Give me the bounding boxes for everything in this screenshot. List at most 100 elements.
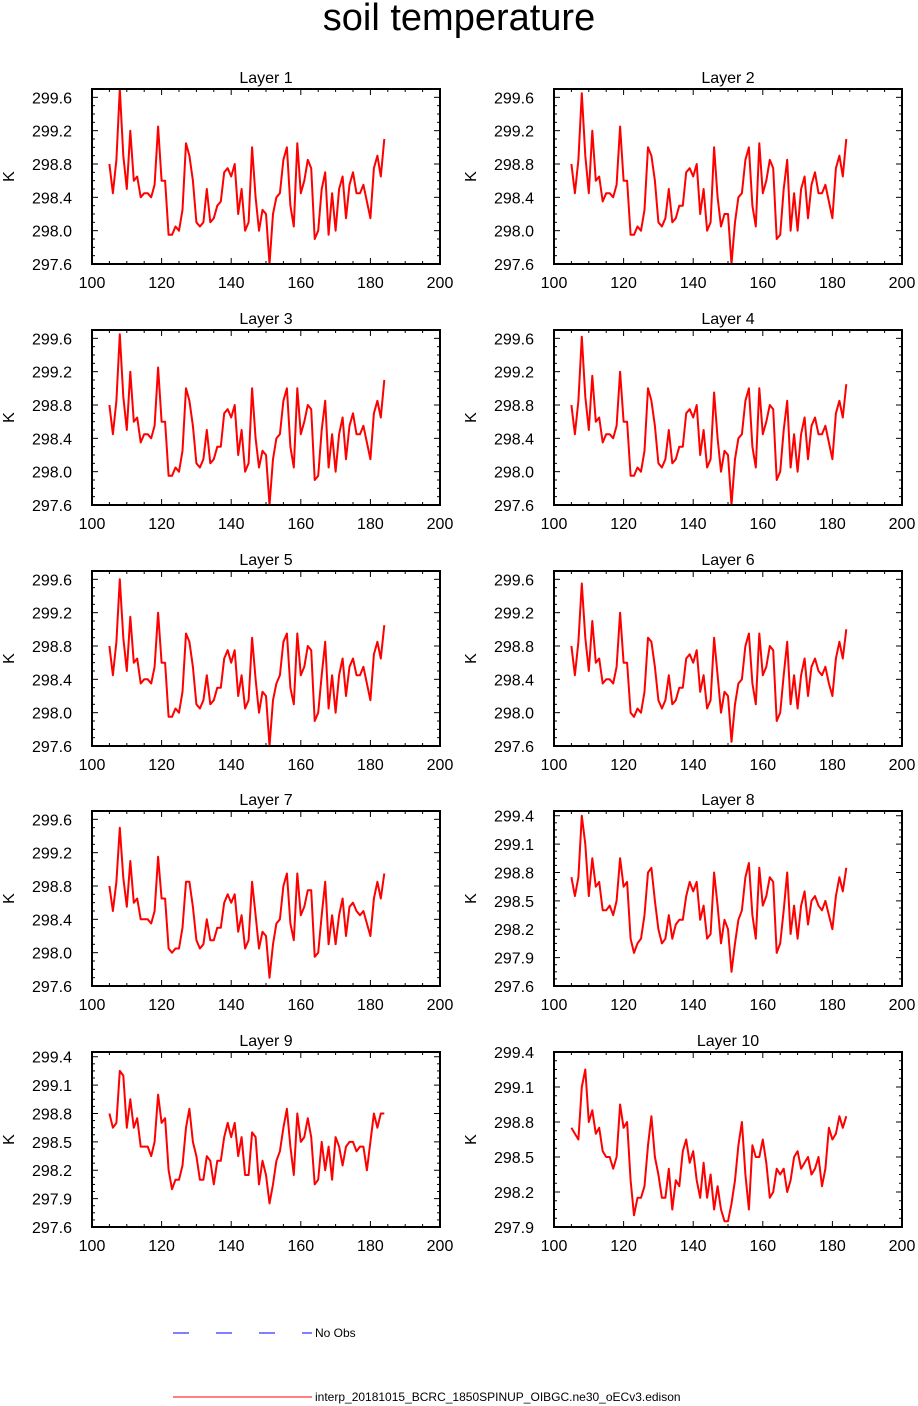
x-tick-label: 100 xyxy=(79,757,106,774)
y-tick-label: 298.4 xyxy=(32,912,72,929)
y-tick-label: 297.9 xyxy=(32,1192,72,1209)
x-tick-label: 120 xyxy=(148,997,175,1014)
x-tick-label: 200 xyxy=(889,275,916,292)
y-axis-label: K xyxy=(1,653,18,664)
series-line xyxy=(108,1069,385,1205)
x-tick-label: 120 xyxy=(610,516,637,533)
y-tick-label: 298.4 xyxy=(32,190,72,207)
y-tick-label: 298.4 xyxy=(494,190,534,207)
y-tick-label: 297.6 xyxy=(32,257,72,274)
chart-panel-2: Layer 2 K 100 120 140 160 180 200 297.6 298.0 298.… xyxy=(463,70,915,292)
y-tick-label: 298.4 xyxy=(32,431,72,448)
figure-title: soil temperature xyxy=(323,0,595,39)
y-tick-label: 298.2 xyxy=(32,1163,72,1180)
plot-frame xyxy=(91,810,441,987)
legend-model-label: interp_20181015_BCRC_1850SPINUP_OIBGC.ne… xyxy=(315,1390,681,1404)
y-tick-label: 299.4 xyxy=(494,809,534,826)
y-tick-label: 298.8 xyxy=(32,1106,72,1123)
x-tick-label: 100 xyxy=(541,275,568,292)
chart-panel-1: Layer 1 K 100 120 140 160 180 200 297.6 298.0 298.… xyxy=(1,70,453,292)
plot-frame xyxy=(91,88,441,265)
chart-panel-6: Layer 6 K 100 120 140 160 180 200 297.6 298.0 298.… xyxy=(463,552,915,774)
x-tick-label: 120 xyxy=(610,757,637,774)
x-tick-label: 100 xyxy=(541,516,568,533)
legend-obs-label: No Obs xyxy=(315,1326,356,1340)
y-axis-label: K xyxy=(1,412,18,423)
plot-frame xyxy=(553,88,903,265)
x-tick-label: 200 xyxy=(427,997,454,1014)
y-tick-label: 299.1 xyxy=(32,1078,72,1095)
x-tick-label: 140 xyxy=(680,275,707,292)
x-tick-label: 180 xyxy=(357,275,384,292)
y-tick-label: 299.2 xyxy=(494,606,534,623)
y-tick-label: 298.8 xyxy=(494,398,534,415)
y-tick-label: 297.6 xyxy=(494,739,534,756)
y-tick-label: 297.6 xyxy=(494,498,534,515)
y-tick-label: 299.6 xyxy=(32,572,72,589)
y-tick-label: 298.8 xyxy=(494,1115,534,1132)
chart-panel-8: Layer 8 K 100 120 140 160 180 200 297.6 297.9 298.… xyxy=(463,792,915,1014)
x-tick-label: 100 xyxy=(79,275,106,292)
x-tick-label: 100 xyxy=(541,997,568,1014)
x-tick-label: 160 xyxy=(749,757,776,774)
series-line xyxy=(570,335,848,506)
panel-title: Layer 5 xyxy=(239,552,292,569)
chart-panel-5: Layer 5 K 100 120 140 160 180 200 297.6 298.0 298.… xyxy=(1,552,453,774)
y-tick-label: 298.0 xyxy=(494,706,534,723)
series-line xyxy=(570,814,848,973)
x-tick-label: 200 xyxy=(427,1238,454,1255)
x-tick-label: 180 xyxy=(357,1238,384,1255)
y-tick-label: 297.6 xyxy=(32,498,72,515)
x-tick-label: 200 xyxy=(427,275,454,292)
x-tick-label: 180 xyxy=(819,275,846,292)
x-tick-label: 140 xyxy=(218,1238,245,1255)
series-line xyxy=(108,333,386,506)
x-tick-label: 140 xyxy=(680,997,707,1014)
x-tick-label: 180 xyxy=(819,757,846,774)
chart-panel-7: Layer 7 K 100 120 140 160 180 200 297.6 298.0 298.… xyxy=(1,792,453,1014)
x-tick-label: 200 xyxy=(889,516,916,533)
x-tick-label: 100 xyxy=(79,997,106,1014)
x-tick-label: 140 xyxy=(218,757,245,774)
y-axis-label: K xyxy=(463,893,480,904)
y-axis-label: K xyxy=(463,1134,480,1145)
y-tick-label: 299.2 xyxy=(32,124,72,141)
y-tick-label: 298.0 xyxy=(494,224,534,241)
x-tick-label: 200 xyxy=(427,757,454,774)
panel-title: Layer 9 xyxy=(239,1033,292,1050)
series-line xyxy=(570,92,848,265)
y-tick-label: 299.2 xyxy=(32,606,72,623)
y-axis-label: K xyxy=(463,412,480,423)
x-tick-label: 100 xyxy=(541,757,568,774)
y-tick-label: 298.0 xyxy=(32,224,72,241)
x-tick-label: 160 xyxy=(749,997,776,1014)
y-axis-label: K xyxy=(463,171,480,182)
y-tick-label: 299.2 xyxy=(32,846,72,863)
panel-title: Layer 10 xyxy=(697,1033,759,1050)
chart-grid: Layer 1 K 100 120 140 160 180 200 297.6 298.0 298.… xyxy=(1,70,915,1255)
x-tick-label: 160 xyxy=(287,516,314,533)
y-axis-label: K xyxy=(1,171,18,182)
y-tick-label: 299.4 xyxy=(32,1050,72,1067)
x-tick-label: 160 xyxy=(287,275,314,292)
x-tick-label: 120 xyxy=(148,516,175,533)
y-tick-label: 298.4 xyxy=(32,672,72,689)
y-tick-label: 298.0 xyxy=(32,946,72,963)
x-tick-label: 180 xyxy=(357,757,384,774)
panel-title: Layer 6 xyxy=(701,552,754,569)
panel-title: Layer 4 xyxy=(701,311,754,328)
panel-title: Layer 1 xyxy=(239,70,292,87)
y-tick-label: 298.8 xyxy=(32,879,72,896)
y-tick-label: 298.5 xyxy=(494,1150,534,1167)
x-tick-label: 100 xyxy=(79,1238,106,1255)
y-tick-label: 298.0 xyxy=(32,465,72,482)
y-tick-label: 299.2 xyxy=(494,124,534,141)
series-line xyxy=(570,1068,848,1223)
legend: No Obs interp_20181015_BCRC_1850SPINUP_O… xyxy=(173,1326,681,1404)
y-tick-label: 298.8 xyxy=(32,398,72,415)
panel-title: Layer 3 xyxy=(239,311,292,328)
x-tick-label: 180 xyxy=(819,1238,846,1255)
panel-title: Layer 8 xyxy=(701,792,754,809)
plot-frame xyxy=(91,1051,441,1228)
panel-title: Layer 2 xyxy=(701,70,754,87)
